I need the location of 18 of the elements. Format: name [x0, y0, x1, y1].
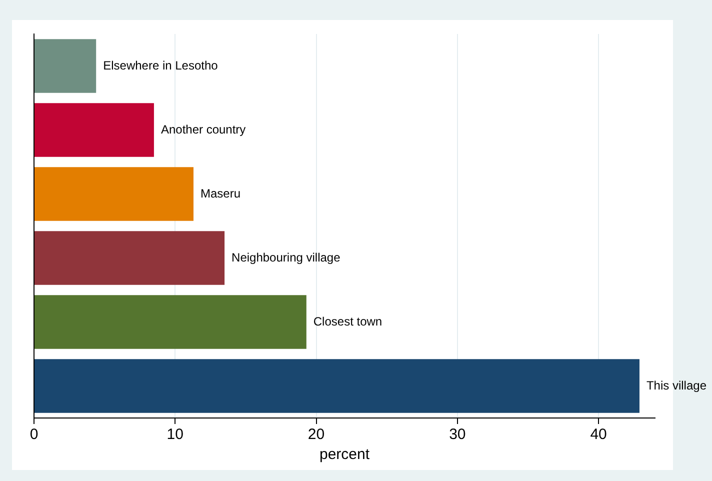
x-tick-label: 0	[30, 426, 38, 444]
y-tick-label: Neighbouring village	[232, 250, 341, 264]
x-tick-label: 40	[590, 426, 607, 444]
bar	[34, 295, 306, 349]
y-tick-label: Closest town	[313, 314, 382, 328]
bar	[34, 167, 194, 221]
x-tick-label: 20	[308, 426, 325, 444]
x-axis-title: percent	[319, 446, 370, 464]
x-tick-label: 10	[166, 426, 184, 444]
y-tick-label: This village	[646, 378, 707, 392]
x-tick-label: 30	[449, 426, 466, 444]
y-tick-label: Another country	[160, 122, 246, 136]
y-tick-label: Maseru	[200, 186, 240, 200]
bar	[34, 39, 96, 93]
bar	[34, 103, 154, 157]
bar	[34, 359, 640, 413]
bar	[34, 231, 225, 285]
y-tick-label: Elsewhere in Lesotho	[103, 58, 218, 72]
